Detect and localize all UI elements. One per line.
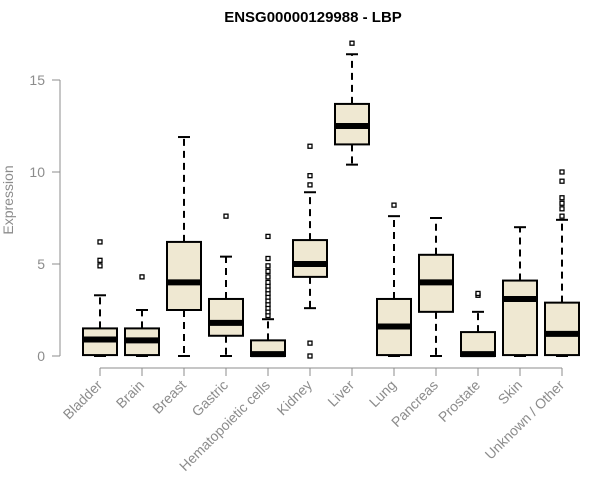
box-iqr	[292, 239, 328, 278]
box-group	[376, 202, 412, 357]
box-group	[544, 169, 580, 357]
x-tick-label: Pancreas	[388, 377, 441, 430]
x-tick-label: Unknown / Other	[482, 377, 568, 463]
box-group	[418, 217, 454, 357]
outlier-point	[349, 40, 355, 46]
outlier-point	[265, 279, 271, 286]
outlier-point	[265, 233, 271, 240]
box-iqr	[544, 301, 580, 357]
box-iqr	[502, 279, 538, 357]
box-group	[292, 143, 328, 359]
box-group	[82, 239, 118, 357]
x-tick-label: Prostate	[435, 377, 483, 425]
outlier-point	[265, 274, 271, 280]
outlier-point	[307, 340, 313, 346]
boxes	[82, 40, 580, 359]
outlier-point	[391, 202, 397, 208]
x-tick-label: Lung	[366, 377, 399, 410]
x-tick-label: Kidney	[274, 377, 316, 419]
box-group	[460, 290, 496, 358]
x-tick-label: Brain	[113, 377, 147, 411]
y-tick-label: 15	[29, 72, 45, 88]
outlier-point	[559, 213, 565, 219]
outlier-point	[559, 178, 565, 184]
outlier-point	[223, 213, 229, 219]
outlier-point	[307, 182, 313, 188]
box-group	[250, 233, 286, 358]
box-group	[502, 226, 538, 357]
y-tick-label: 0	[37, 348, 45, 364]
box-group	[208, 213, 244, 357]
outlier-point	[475, 290, 481, 297]
outlier-point	[265, 255, 271, 262]
box-group	[166, 136, 202, 357]
x-tick-label: Liver	[324, 377, 357, 410]
outlier-point	[307, 173, 313, 179]
box-iqr	[208, 297, 244, 337]
y-tick-label: 10	[29, 164, 45, 180]
outlier-point	[97, 239, 103, 245]
x-tick-label: Bladder	[60, 377, 106, 423]
outlier-point	[139, 274, 145, 280]
outlier-point	[559, 195, 565, 201]
box-group	[334, 40, 370, 166]
outlier-point	[97, 263, 103, 269]
outlier-point	[559, 169, 565, 175]
chart-title: ENSG00000129988 - LBP	[224, 9, 402, 26]
outlier-point	[307, 143, 313, 149]
outlier-point	[97, 257, 103, 263]
y-axis-label: Expression	[0, 165, 16, 234]
x-tick-label: Breast	[149, 377, 189, 417]
y-tick-label: 5	[37, 256, 45, 272]
outlier-point	[265, 263, 271, 269]
y-axis: 0 5 10 15	[29, 72, 61, 364]
outlier-point	[265, 268, 271, 275]
box-group	[124, 274, 160, 357]
x-tick-label: Skin	[495, 377, 526, 408]
box-iqr	[166, 240, 202, 311]
outlier-point	[307, 353, 313, 359]
outlier-point	[559, 206, 565, 212]
outlier-point	[559, 200, 565, 206]
